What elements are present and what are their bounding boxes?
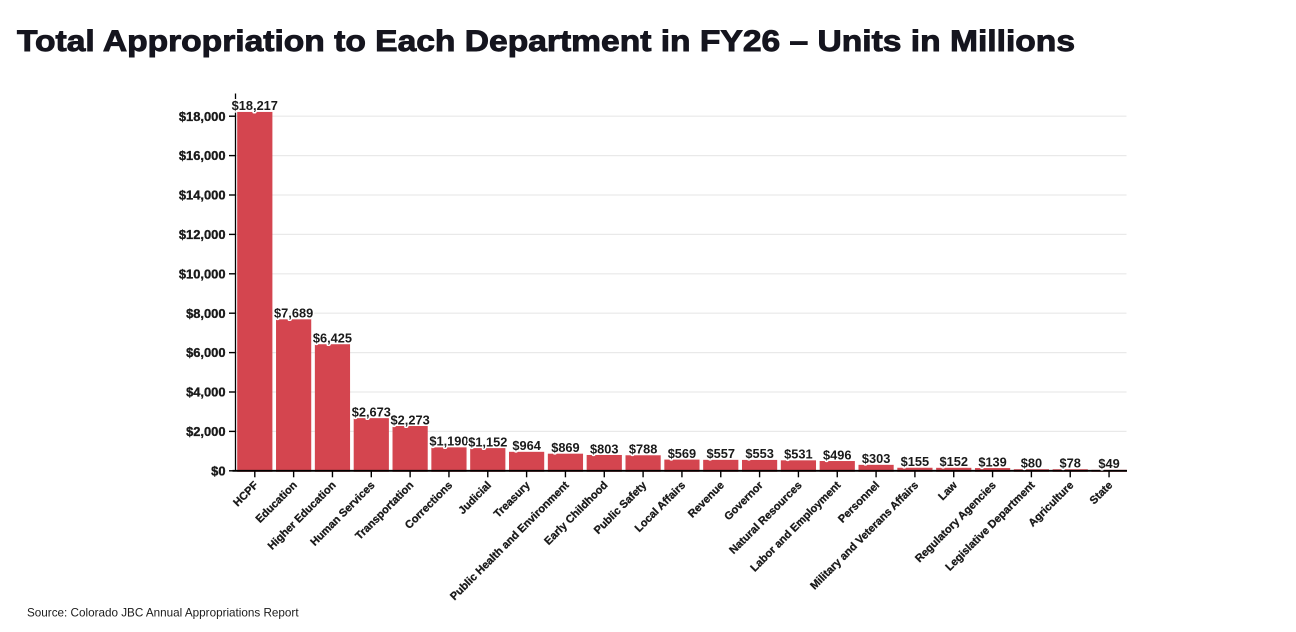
svg-text:$964: $964 (512, 438, 541, 453)
svg-text:$152: $152 (940, 454, 968, 469)
svg-text:$139: $139 (978, 454, 1006, 469)
svg-text:$1,152: $1,152 (468, 434, 507, 449)
svg-text:$10,000: $10,000 (179, 266, 226, 281)
svg-text:$12,000: $12,000 (179, 227, 226, 242)
svg-text:$569: $569 (668, 446, 696, 461)
svg-text:$303: $303 (862, 451, 890, 466)
svg-text:$803: $803 (590, 441, 618, 456)
svg-text:$869: $869 (551, 440, 579, 455)
svg-text:$16,000: $16,000 (179, 148, 226, 163)
svg-text:$2,273: $2,273 (391, 412, 430, 427)
svg-text:$155: $155 (901, 454, 929, 469)
svg-text:$2,000: $2,000 (186, 424, 225, 439)
svg-text:$80: $80 (1021, 456, 1042, 471)
svg-text:$4,000: $4,000 (186, 385, 225, 400)
svg-text:Source: Colorado JBC Annual Ap: Source: Colorado JBC Annual Appropriatio… (27, 607, 299, 620)
svg-text:$553: $553 (745, 446, 773, 461)
svg-text:$531: $531 (784, 447, 812, 462)
svg-text:$8,000: $8,000 (186, 306, 225, 321)
svg-text:$788: $788 (629, 442, 657, 457)
svg-text:$1,190: $1,190 (429, 434, 468, 449)
svg-text:$2,673: $2,673 (352, 404, 391, 419)
svg-text:$18,000: $18,000 (179, 109, 226, 124)
svg-text:$7,689: $7,689 (274, 306, 313, 321)
svg-text:$496: $496 (823, 447, 851, 462)
svg-text:$49: $49 (1098, 456, 1119, 471)
svg-text:$557: $557 (707, 446, 735, 461)
svg-text:Total Appropriation to Each De: Total Appropriation to Each Department i… (17, 25, 1075, 58)
svg-text:$78: $78 (1060, 456, 1081, 471)
svg-text:$6,000: $6,000 (186, 345, 225, 360)
svg-text:$14,000: $14,000 (179, 188, 226, 203)
svg-text:$0: $0 (211, 463, 225, 478)
svg-text:$18,217: $18,217 (232, 98, 278, 113)
svg-text:$6,425: $6,425 (313, 331, 352, 346)
